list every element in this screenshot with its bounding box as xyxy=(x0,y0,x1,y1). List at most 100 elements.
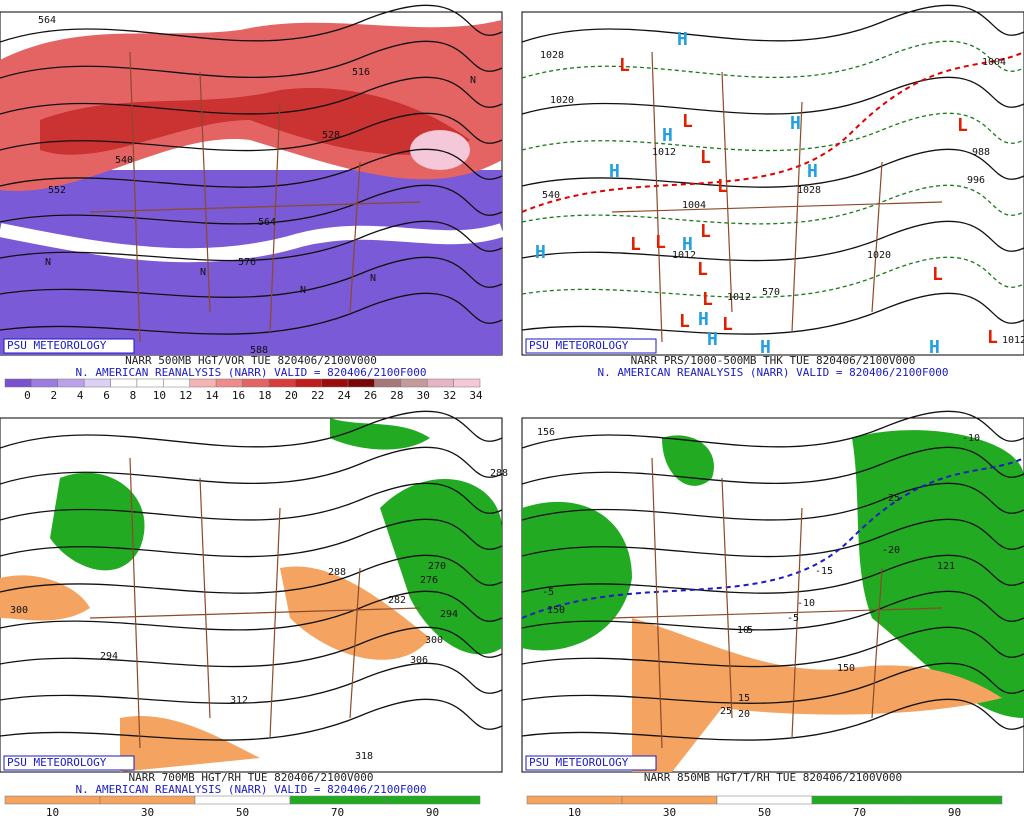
contour xyxy=(521,292,1024,335)
contour-label: 20 xyxy=(738,709,750,720)
colorbar-swatch xyxy=(347,378,375,388)
contour xyxy=(0,76,503,115)
colorbar-label: 6 xyxy=(103,389,110,402)
colorbar-swatch xyxy=(31,378,59,388)
low-center: L xyxy=(957,115,968,136)
contour xyxy=(521,482,1024,521)
contour-label: 570 xyxy=(762,287,780,298)
shading xyxy=(40,88,470,155)
contour xyxy=(521,184,1024,225)
contour-label: 150 xyxy=(547,605,565,616)
caption: NARR 500MB HGT/VOR TUE 820406/2100V000 xyxy=(125,354,377,367)
colorbar-swatch xyxy=(453,378,481,388)
map-area xyxy=(521,4,1024,343)
contour xyxy=(521,112,1024,152)
shading xyxy=(0,223,505,263)
contour xyxy=(0,112,503,152)
colorbar-swatch xyxy=(374,378,402,388)
low-center: L xyxy=(722,314,733,335)
colorbar-label: 12 xyxy=(179,389,192,402)
contour xyxy=(0,40,503,79)
colorbar-swatch xyxy=(526,795,623,805)
contour-label: 1028 xyxy=(797,185,821,196)
contour-label: 1012 xyxy=(652,147,676,158)
colorbar-swatch xyxy=(621,795,718,805)
brand-box xyxy=(525,755,657,771)
colorbar-label: 70 xyxy=(331,806,344,819)
vorticity-marker: N xyxy=(300,285,306,296)
contour-label: 540 xyxy=(542,190,560,201)
low-center: L xyxy=(655,232,666,253)
caption: NARR 700MB HGT/RH TUE 820406/2100V000 xyxy=(128,771,373,784)
contour-label: 1004 xyxy=(982,57,1006,68)
vorticity-marker: N xyxy=(470,75,476,86)
shading xyxy=(50,472,145,571)
contour xyxy=(521,698,1024,741)
contour xyxy=(0,410,503,449)
high-center: H xyxy=(698,309,709,330)
contour xyxy=(0,148,503,188)
map-area xyxy=(0,4,505,355)
low-center: L xyxy=(932,264,943,285)
contour xyxy=(521,626,1024,668)
colorbar-label: 30 xyxy=(417,389,430,402)
contour xyxy=(521,256,1024,298)
contour xyxy=(521,662,1024,704)
colorbar-label: 18 xyxy=(258,389,271,402)
colorbar-swatch xyxy=(215,378,243,388)
colorbar-swatch xyxy=(716,795,813,805)
colorbar-label: 70 xyxy=(853,806,866,819)
contour xyxy=(0,662,503,704)
map-panel: 1028 1020 1012 1004 1012 1012 1020 1028 1004 988 9… xyxy=(521,4,1024,379)
contour xyxy=(521,148,1024,188)
map-background xyxy=(521,11,1024,356)
shading xyxy=(120,716,260,772)
high-center: H xyxy=(677,29,688,50)
contour-label: -25 xyxy=(882,493,900,504)
shading xyxy=(662,435,714,486)
colorbar-label: 22 xyxy=(311,389,324,402)
contour-label: 270 xyxy=(428,561,446,572)
subcaption: N. AMERICAN REANALYSIS (NARR) VALID = 82… xyxy=(76,783,427,796)
colorbar-label: 10 xyxy=(568,806,581,819)
contour xyxy=(0,482,503,521)
colorbar-swatch xyxy=(4,795,101,805)
colorbar-label: 16 xyxy=(232,389,245,402)
colorbar-label: 10 xyxy=(46,806,59,819)
colorbar-label: 4 xyxy=(77,389,84,402)
colorbar-swatch xyxy=(194,795,291,805)
low-center: L xyxy=(702,289,713,310)
brand-box xyxy=(3,338,135,354)
shading xyxy=(522,501,632,651)
contour-label: 552 xyxy=(48,185,66,196)
shading xyxy=(0,575,90,621)
brand: PSU METEOROLOGY xyxy=(7,339,107,352)
high-center: H xyxy=(682,234,693,255)
caption: NARR PRS/1000-500MB THK TUE 820406/2100V… xyxy=(631,354,916,367)
contour-label: 1028 xyxy=(540,50,564,61)
high-center: H xyxy=(929,337,940,358)
contour xyxy=(0,184,503,225)
colorbar-label: 30 xyxy=(663,806,676,819)
contour xyxy=(0,626,503,668)
contour-label: 300 xyxy=(425,635,443,646)
contour xyxy=(0,518,503,558)
contour-label: 10 xyxy=(737,625,749,636)
contour-label: 528 xyxy=(322,130,340,141)
colorbar-label: 32 xyxy=(443,389,456,402)
vorticity-marker: N xyxy=(370,273,376,284)
caption: NARR 850MB HGT/T/RH TUE 820406/2100V000 xyxy=(644,771,902,784)
colorbar-label: 90 xyxy=(948,806,961,819)
shading xyxy=(0,170,502,355)
high-center: H xyxy=(790,113,801,134)
contour-label: 5 xyxy=(747,625,753,636)
contour-label: 1012 xyxy=(672,250,696,261)
contour xyxy=(521,76,1024,115)
low-center: L xyxy=(987,327,998,348)
contour-label: -15 xyxy=(815,566,833,577)
contour xyxy=(0,4,503,43)
contour-label: 288 xyxy=(328,567,346,578)
map-panel: 156-10-25-20-15-10-5-5150150105152025121… xyxy=(521,410,1024,819)
contour-label: 150 xyxy=(837,663,855,674)
contour-label: -5 xyxy=(787,613,799,624)
